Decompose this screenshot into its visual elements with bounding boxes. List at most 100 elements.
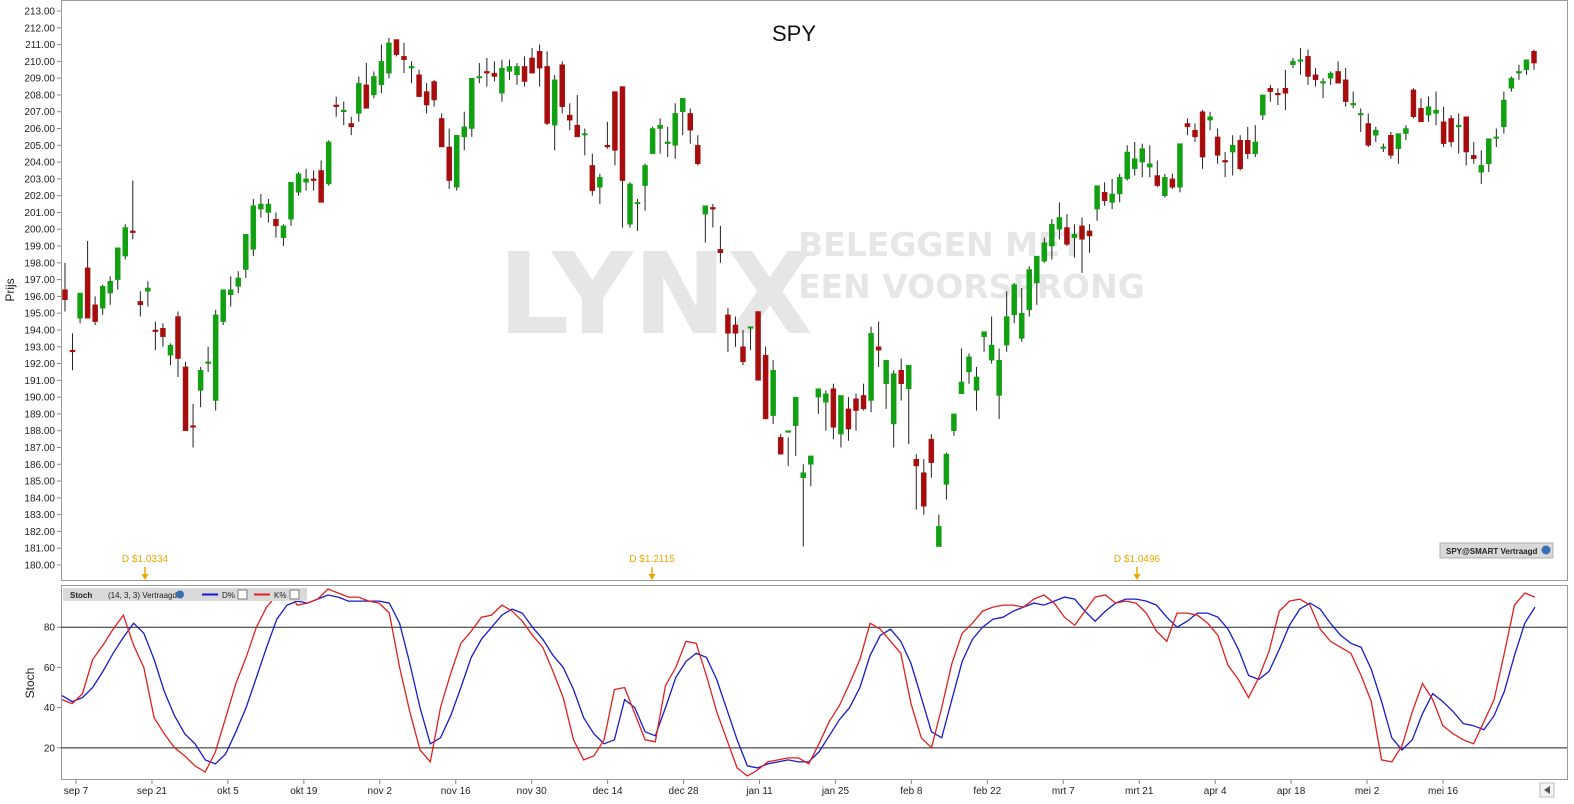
candle xyxy=(792,396,799,456)
candle-body-up xyxy=(197,370,204,391)
candle xyxy=(92,296,98,325)
candle xyxy=(725,308,731,352)
candle-body-up xyxy=(1290,61,1296,65)
candle-body-up xyxy=(303,178,309,183)
candle-body-up xyxy=(212,314,219,401)
candle xyxy=(220,289,226,325)
candle xyxy=(860,383,867,411)
stoch-y-axis-label: Stoch xyxy=(23,668,37,699)
candle xyxy=(1455,113,1462,154)
stoch-panel-frame xyxy=(61,585,1568,780)
candle-body-up xyxy=(966,356,972,373)
candle xyxy=(936,514,942,547)
candle xyxy=(491,61,498,82)
x-tick-label: jan 25 xyxy=(821,786,850,797)
candle xyxy=(966,353,972,384)
candle-body-down xyxy=(416,74,422,97)
candle-body-down xyxy=(830,388,837,428)
candle-body-up xyxy=(453,134,460,188)
data-source-badge-label: SPY@SMART Vertraagd xyxy=(1446,547,1537,556)
candle-body-down xyxy=(725,314,731,334)
candle-body-up xyxy=(205,361,211,364)
candle-body-up xyxy=(325,141,332,185)
candle xyxy=(1380,143,1387,153)
price-y-tick-label: 203.00 xyxy=(24,174,55,185)
candle-body-up xyxy=(1478,165,1485,173)
x-tick-label: dec 14 xyxy=(593,786,623,797)
candle xyxy=(1418,98,1424,123)
candle xyxy=(243,234,249,278)
candle xyxy=(1244,126,1251,159)
candle-body-up xyxy=(1139,148,1146,163)
candle-body-up xyxy=(167,344,174,356)
candle-body-up xyxy=(227,289,234,295)
d-visibility-checkbox[interactable] xyxy=(237,589,248,600)
lynx-watermark-logo: LYNX xyxy=(498,230,813,360)
candle-body-down xyxy=(566,114,573,121)
candle xyxy=(875,321,882,367)
candle xyxy=(122,224,129,260)
candle-body-down xyxy=(393,39,400,55)
candle xyxy=(747,326,754,351)
candle-body-up xyxy=(408,66,415,69)
candle xyxy=(137,291,144,317)
candle-body-up xyxy=(936,526,942,547)
candle xyxy=(1357,108,1364,132)
candle xyxy=(1260,94,1266,121)
candle xyxy=(1395,133,1402,164)
candle xyxy=(845,397,852,441)
candle xyxy=(1041,237,1048,263)
candle-body-up xyxy=(122,227,129,257)
candle xyxy=(190,403,196,448)
candle-body-down xyxy=(137,301,144,306)
candle xyxy=(702,205,709,243)
candle-body-up xyxy=(1071,234,1078,238)
globe-icon[interactable] xyxy=(1541,545,1551,555)
dividend-markers: D $1.0334 D $1.2115 D $1.0496 xyxy=(122,554,1161,580)
candle-body-up xyxy=(476,76,483,79)
price-y-tick-label: 198.00 xyxy=(24,258,55,269)
candle-body-up xyxy=(1523,59,1530,71)
candle-body-up xyxy=(1018,312,1025,339)
candle-body-down xyxy=(521,66,528,82)
candle-body-down xyxy=(1305,56,1311,77)
candle xyxy=(431,79,437,107)
candle-body-up xyxy=(386,42,392,74)
candle-body-up xyxy=(702,205,709,215)
candle xyxy=(250,199,257,257)
candle-body-up xyxy=(469,77,475,129)
candle-body-down xyxy=(536,51,543,69)
scroll-right-arrow[interactable] xyxy=(1539,782,1555,798)
candle xyxy=(1049,219,1055,260)
candle xyxy=(1531,49,1537,70)
candle xyxy=(536,44,543,87)
candle xyxy=(838,395,844,448)
x-tick-label: dec 28 xyxy=(669,786,699,797)
candle-body-down xyxy=(1342,79,1349,102)
candle-body-down xyxy=(777,437,784,455)
candle-body-up xyxy=(1501,99,1507,128)
candle-body-up xyxy=(499,67,505,94)
candle xyxy=(1365,113,1372,147)
candle-body-down xyxy=(484,71,490,74)
price-y-tick-label: 181.00 xyxy=(24,544,55,555)
candle xyxy=(1064,214,1070,247)
price-y-tick-label: 191.00 xyxy=(24,376,55,387)
candle-body-up xyxy=(258,203,264,210)
candle xyxy=(499,59,505,102)
candle xyxy=(340,101,347,126)
candle xyxy=(574,94,581,138)
globe-icon[interactable] xyxy=(176,590,184,599)
candle-body-down xyxy=(310,178,317,181)
stoch-y-tick-label: 40 xyxy=(44,703,56,714)
candle xyxy=(310,170,317,191)
candle-body-down xyxy=(182,366,189,431)
dividend-arrow-icon xyxy=(1133,574,1141,580)
candle-body-down xyxy=(845,408,852,430)
k-visibility-checkbox[interactable] xyxy=(289,589,300,600)
candle-body-up xyxy=(1162,176,1168,196)
candle xyxy=(84,240,91,319)
candle-body-down xyxy=(717,249,724,253)
candle xyxy=(348,116,355,136)
candle xyxy=(717,225,724,263)
